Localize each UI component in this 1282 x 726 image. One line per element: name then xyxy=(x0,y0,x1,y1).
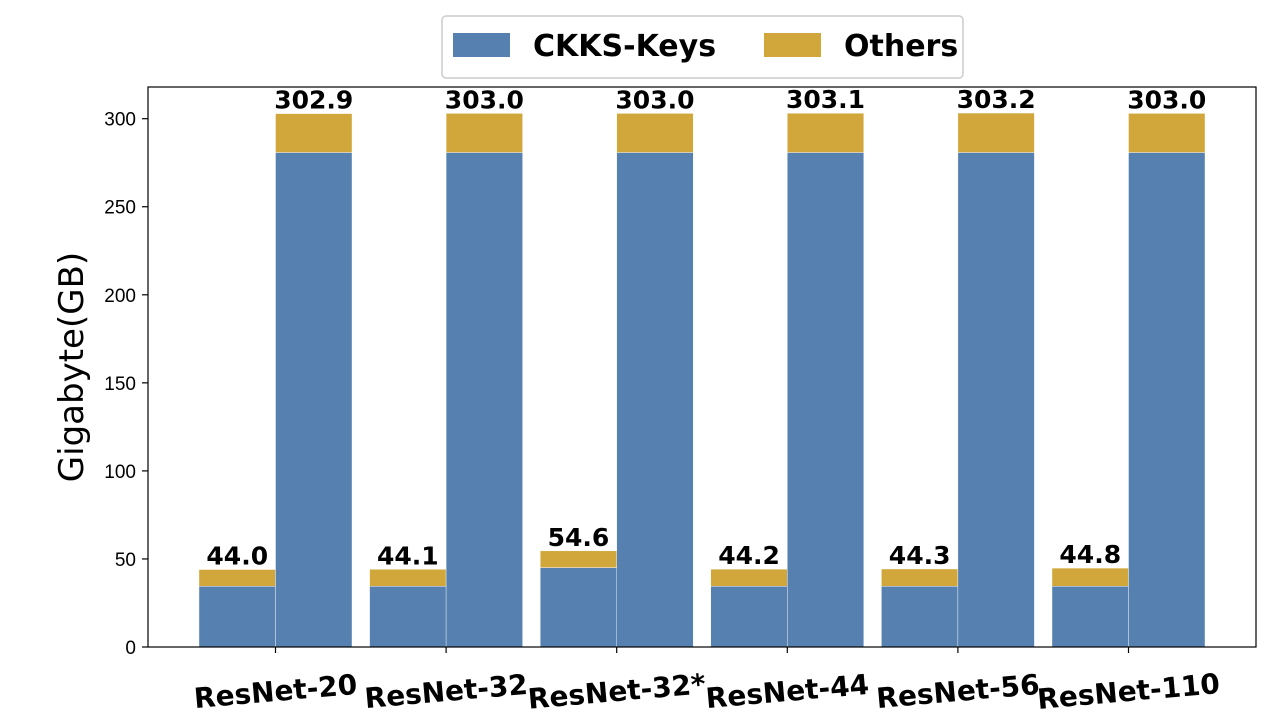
bar-others xyxy=(881,568,959,587)
x-tick-label: ResNet-20 xyxy=(193,668,359,715)
y-tick-label: 250 xyxy=(104,198,136,219)
legend: CKKS-Keys Others xyxy=(441,15,964,79)
bar-ckks-keys xyxy=(710,586,788,648)
bar-data-label: 303.2 xyxy=(957,85,1036,114)
x-tick-label: ResNet-110 xyxy=(1036,667,1221,716)
bar-ckks-keys xyxy=(1051,586,1129,648)
bar-others xyxy=(1051,567,1129,587)
bar-others xyxy=(445,113,523,153)
legend-swatch-ckks-keys xyxy=(453,33,510,57)
bar-ckks-keys xyxy=(616,152,694,648)
legend-box xyxy=(441,15,964,79)
y-axis: 0 50 100 150 200 250 300 xyxy=(104,110,148,659)
bar-ckks-keys xyxy=(957,152,1035,648)
bar-ckks-keys xyxy=(1128,152,1206,648)
bar-ckks-keys xyxy=(881,586,959,648)
y-tick-label: 200 xyxy=(104,286,136,307)
x-tick-label: ResNet-32 xyxy=(363,668,529,715)
y-tick-label: 150 xyxy=(104,374,136,395)
data-labels-layer: 44.0 302.9 44.1 303.0 54.6 303.0 44.2 303.1 44.3… xyxy=(206,85,1206,570)
bar-others xyxy=(275,113,353,153)
x-tick-label: ResNet-44 xyxy=(704,668,870,715)
bar-others xyxy=(616,113,694,153)
bar-others xyxy=(957,112,1035,153)
x-tick-label: ResNet-32* xyxy=(527,667,708,715)
bar-data-label: 303.0 xyxy=(445,85,524,114)
bar-others xyxy=(787,113,864,153)
bar-data-label: 44.2 xyxy=(718,541,780,570)
bar-others xyxy=(710,568,788,587)
bar-ckks-keys xyxy=(787,152,864,648)
bar-data-label: 54.6 xyxy=(548,523,610,552)
bar-data-label: 44.0 xyxy=(206,542,268,571)
y-tick-label: 300 xyxy=(104,110,136,131)
bar-ckks-keys xyxy=(540,567,617,648)
bar-data-label: 44.8 xyxy=(1059,540,1121,569)
bar-data-label: 303.1 xyxy=(786,85,865,114)
bar-data-label: 302.9 xyxy=(274,86,353,115)
bars-layer xyxy=(198,112,1206,648)
bar-ckks-keys xyxy=(445,152,523,648)
plot-frame xyxy=(147,86,1257,648)
bar-ckks-keys xyxy=(369,586,447,648)
y-axis-label: Gigabyte(GB) xyxy=(52,252,92,482)
y-tick-label: 50 xyxy=(115,550,136,571)
bar-data-label: 44.1 xyxy=(377,541,439,570)
bar-data-label: 44.3 xyxy=(889,541,951,570)
legend-swatch-others xyxy=(764,33,821,57)
bar-data-label: 303.0 xyxy=(615,85,694,114)
bar-ckks-keys xyxy=(198,586,276,648)
legend-label-others: Others xyxy=(844,29,958,64)
bar-others xyxy=(369,569,447,587)
bar-others xyxy=(540,550,617,568)
bar-ckks-keys xyxy=(275,152,353,648)
bar-others xyxy=(198,569,276,587)
bar-others xyxy=(1128,113,1206,153)
y-tick-label: 0 xyxy=(125,638,136,659)
y-tick-label: 100 xyxy=(104,462,136,483)
bar-data-label: 303.0 xyxy=(1127,85,1206,114)
x-tick-label: ResNet-56 xyxy=(875,668,1041,715)
legend-label-ckks-keys: CKKS-Keys xyxy=(533,29,716,64)
